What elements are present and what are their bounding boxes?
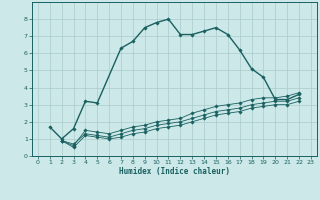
X-axis label: Humidex (Indice chaleur): Humidex (Indice chaleur) (119, 167, 230, 176)
